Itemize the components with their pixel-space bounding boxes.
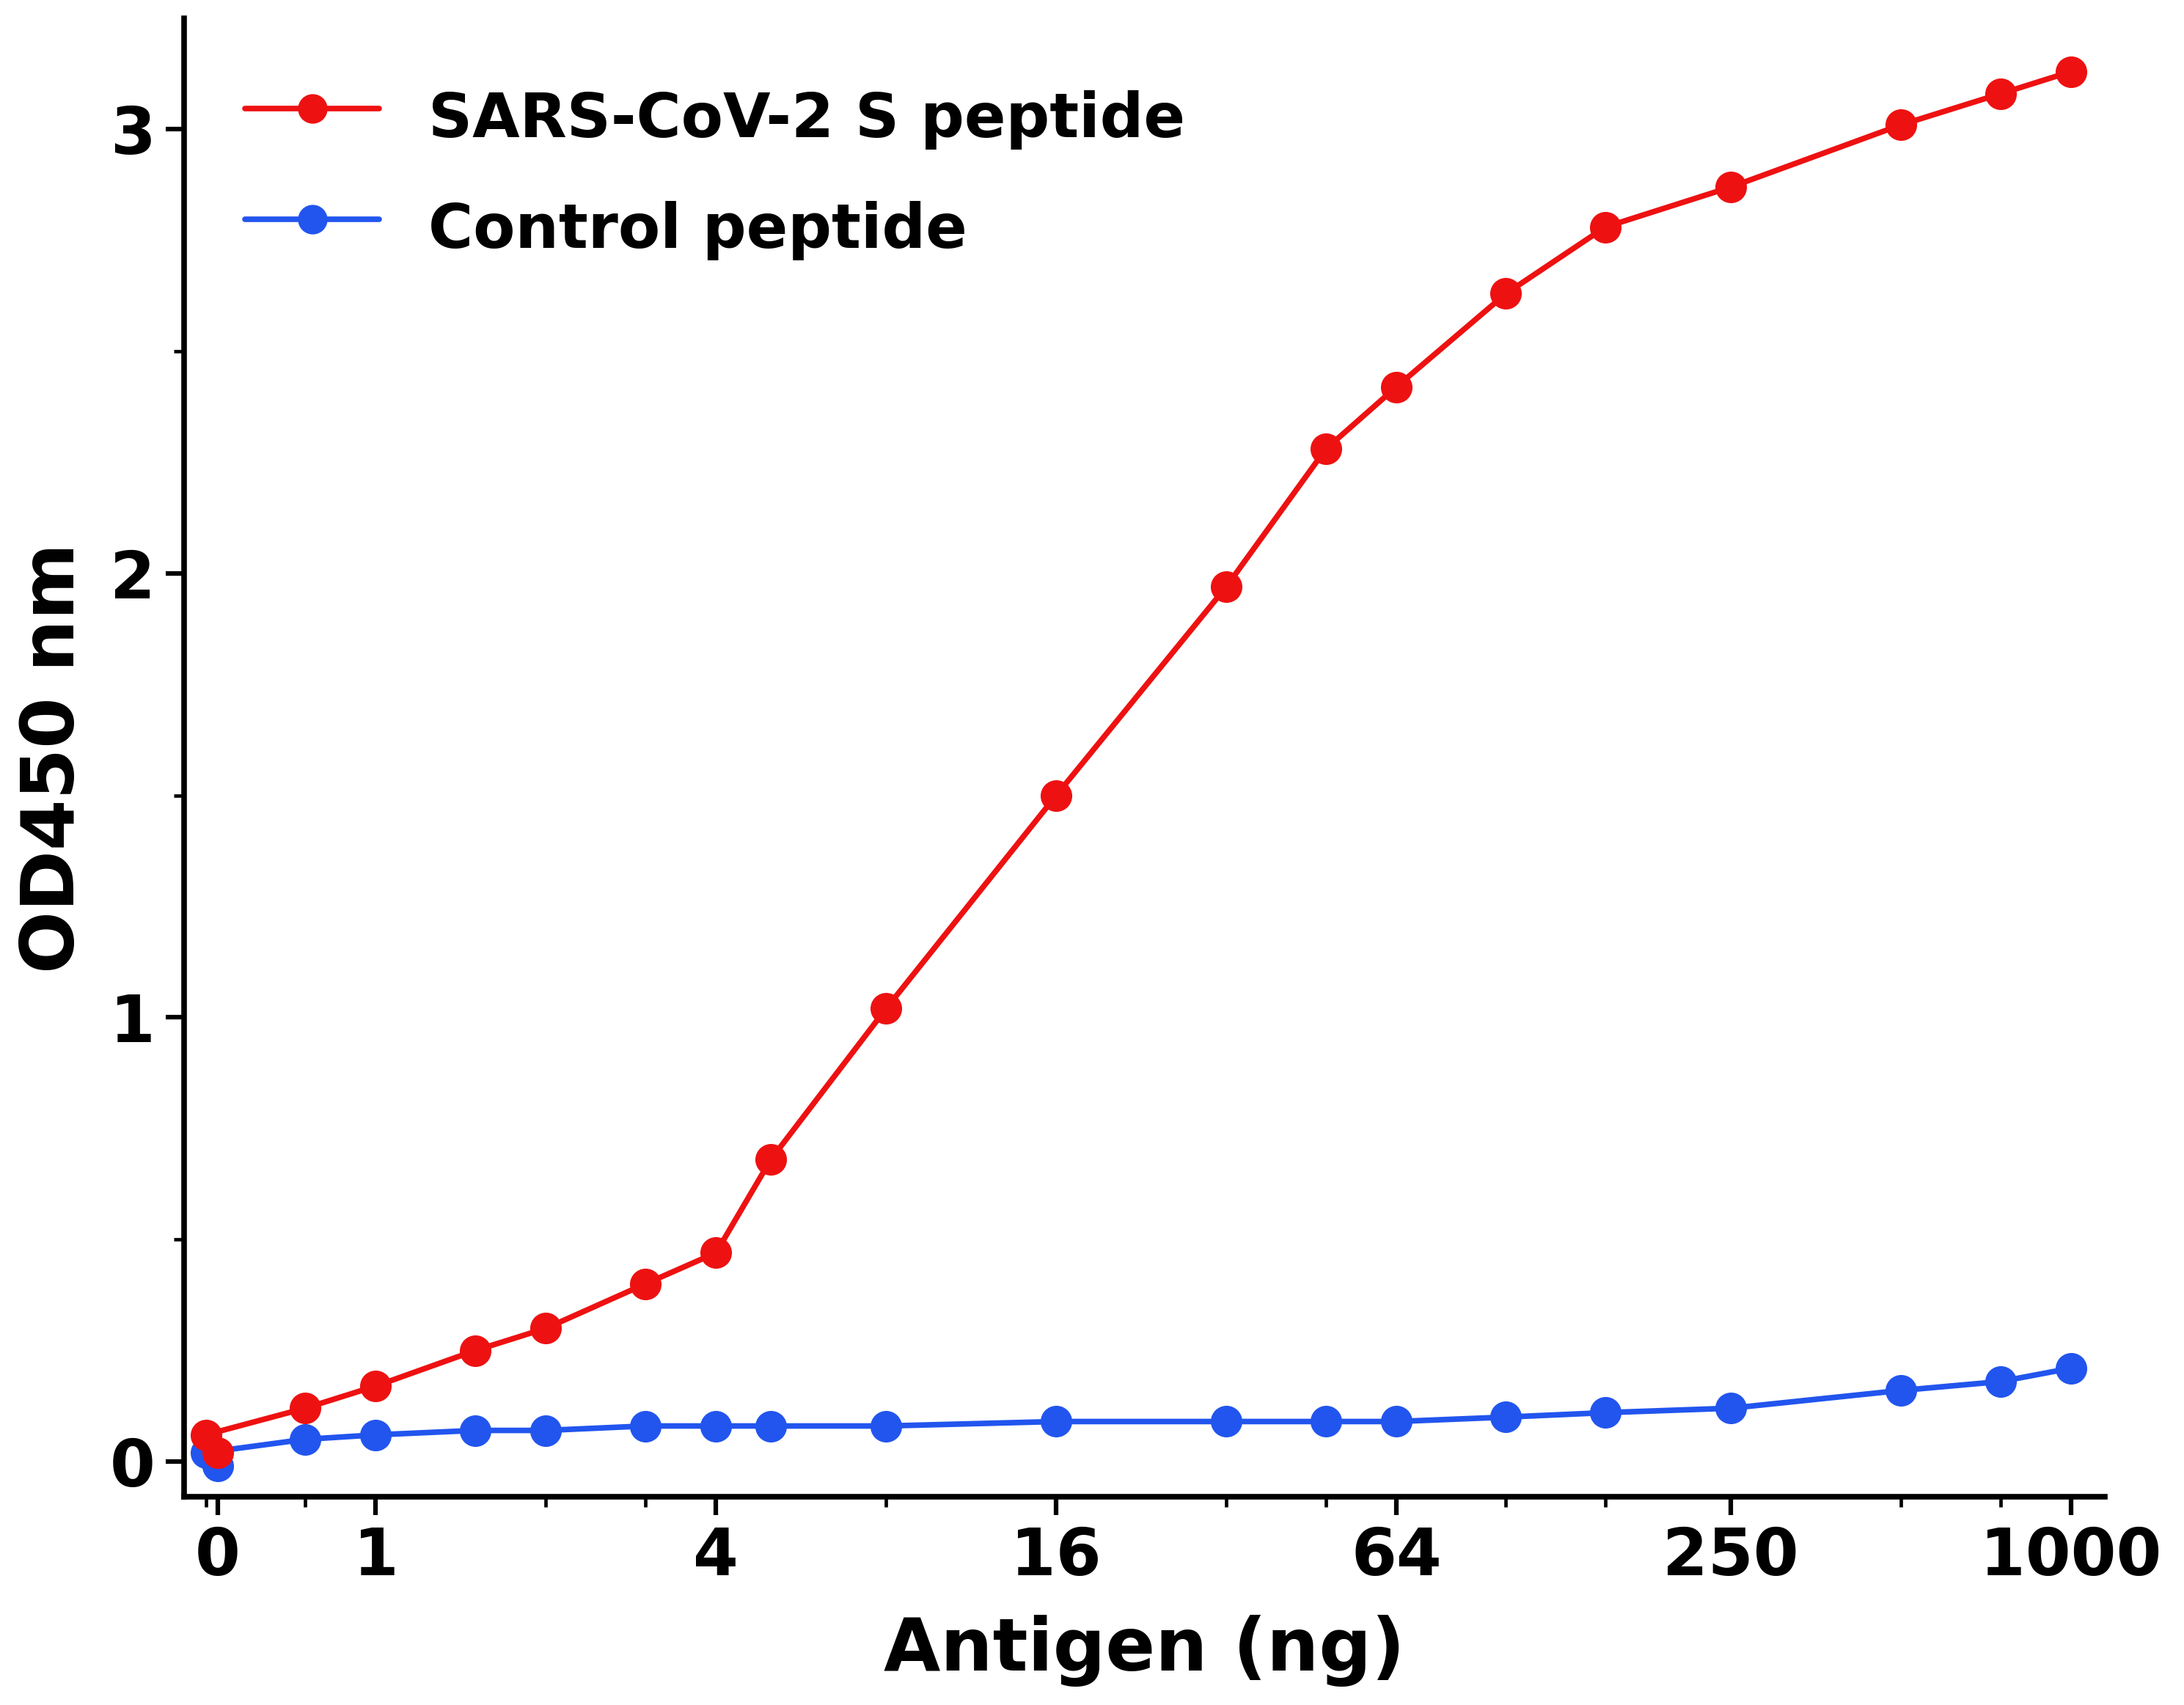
SARS-CoV-2 S peptide — [1717, 177, 1743, 198]
SARS-CoV-2 S peptide — [2057, 61, 2084, 82]
Control peptide — [874, 1415, 900, 1436]
Control peptide — [1313, 1412, 1339, 1432]
X-axis label: Antigen (ng): Antigen (ng) — [885, 1615, 1404, 1686]
SARS-CoV-2 S peptide — [758, 1149, 784, 1170]
Control peptide — [1494, 1407, 1520, 1427]
Control peptide — [1382, 1412, 1409, 1432]
Control peptide — [1887, 1381, 1913, 1402]
SARS-CoV-2 S peptide — [293, 1398, 319, 1419]
SARS-CoV-2 S peptide — [1592, 217, 1618, 237]
SARS-CoV-2 S peptide — [363, 1376, 389, 1396]
Control peptide — [758, 1415, 784, 1436]
Legend: SARS-CoV-2 S peptide, Control peptide: SARS-CoV-2 S peptide, Control peptide — [214, 49, 1216, 295]
SARS-CoV-2 S peptide — [703, 1243, 729, 1263]
SARS-CoV-2 S peptide — [205, 1442, 232, 1463]
SARS-CoV-2 S peptide — [633, 1274, 660, 1294]
Line: Control peptide: Control peptide — [190, 1354, 2086, 1482]
SARS-CoV-2 S peptide — [192, 1425, 218, 1446]
SARS-CoV-2 S peptide — [1212, 576, 1238, 597]
Control peptide — [205, 1456, 232, 1477]
Control peptide — [1987, 1371, 2014, 1391]
Control peptide — [1592, 1403, 1618, 1424]
SARS-CoV-2 S peptide — [1987, 84, 2014, 104]
Control peptide — [293, 1429, 319, 1449]
Y-axis label: OD450 nm: OD450 nm — [17, 542, 90, 974]
SARS-CoV-2 S peptide — [463, 1340, 489, 1361]
Line: SARS-CoV-2 S peptide: SARS-CoV-2 S peptide — [190, 56, 2086, 1468]
Control peptide — [533, 1420, 559, 1441]
SARS-CoV-2 S peptide — [533, 1318, 559, 1338]
Control peptide — [703, 1415, 729, 1436]
Control peptide — [1212, 1412, 1238, 1432]
Control peptide — [363, 1425, 389, 1446]
Control peptide — [2057, 1357, 2084, 1378]
SARS-CoV-2 S peptide — [1494, 283, 1520, 303]
Control peptide — [633, 1415, 660, 1436]
SARS-CoV-2 S peptide — [1313, 438, 1339, 459]
Control peptide — [1044, 1412, 1070, 1432]
SARS-CoV-2 S peptide — [1044, 786, 1070, 806]
SARS-CoV-2 S peptide — [874, 999, 900, 1020]
Control peptide — [1717, 1398, 1743, 1419]
SARS-CoV-2 S peptide — [1887, 114, 1913, 135]
Control peptide — [463, 1420, 489, 1441]
SARS-CoV-2 S peptide — [1382, 377, 1409, 397]
Control peptide — [192, 1442, 218, 1463]
